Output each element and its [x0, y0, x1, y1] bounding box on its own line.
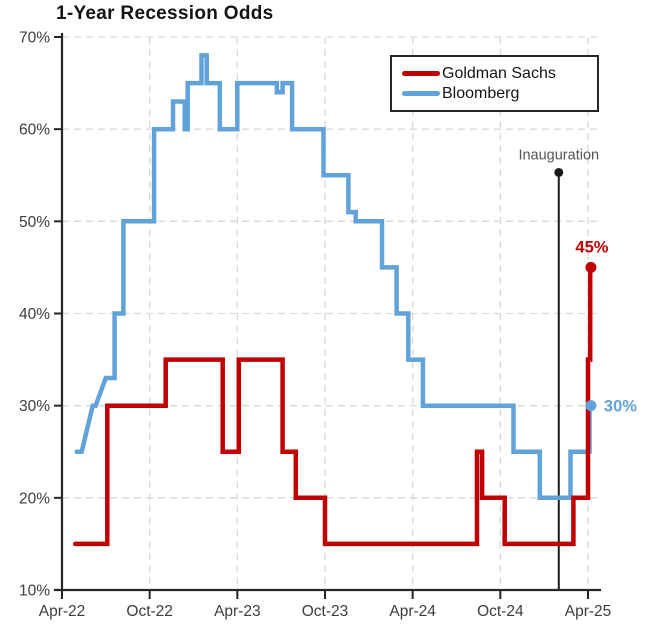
- y-tick-label: 60%: [19, 122, 50, 139]
- bloomberg-line-swatch: [402, 91, 440, 96]
- legend-label-bloomberg: Bloomberg: [442, 84, 520, 102]
- x-tick-label: Oct-23: [302, 603, 349, 620]
- goldman-line-swatch: [402, 71, 440, 76]
- legend-item-goldman: Goldman Sachs: [402, 64, 597, 82]
- y-tick-label: 20%: [19, 490, 50, 507]
- legend-item-bloomberg: Bloomberg: [402, 84, 597, 102]
- goldman-end-dot: [585, 261, 597, 273]
- x-tick-label: Oct-24: [477, 603, 524, 620]
- y-tick-label: 10%: [19, 583, 50, 600]
- bloomberg-line: [74, 53, 594, 501]
- bloomberg-end-dot: [585, 400, 597, 412]
- inauguration-dot: [554, 167, 564, 177]
- bloomberg-end-label: 30%: [604, 398, 637, 416]
- goldman-end-label: 45%: [575, 238, 608, 256]
- y-tick-label: 70%: [19, 30, 50, 47]
- chart-title: 1-Year Recession Odds: [56, 3, 274, 24]
- y-tick-label: 50%: [19, 214, 50, 231]
- inauguration-label: Inauguration: [518, 147, 599, 163]
- y-tick-label: 30%: [19, 398, 50, 415]
- legend: Goldman Sachs Bloomberg: [390, 55, 599, 112]
- x-tick-label: Apr-23: [214, 603, 261, 620]
- legend-label-goldman: Goldman Sachs: [442, 64, 556, 82]
- y-tick-label: 40%: [19, 306, 50, 323]
- x-tick-label: Oct-22: [126, 603, 173, 620]
- x-tick-label: Apr-24: [389, 603, 436, 620]
- goldman-line: [72, 265, 594, 547]
- x-tick-label: Apr-22: [39, 603, 86, 620]
- x-tick-label: Apr-25: [565, 603, 612, 620]
